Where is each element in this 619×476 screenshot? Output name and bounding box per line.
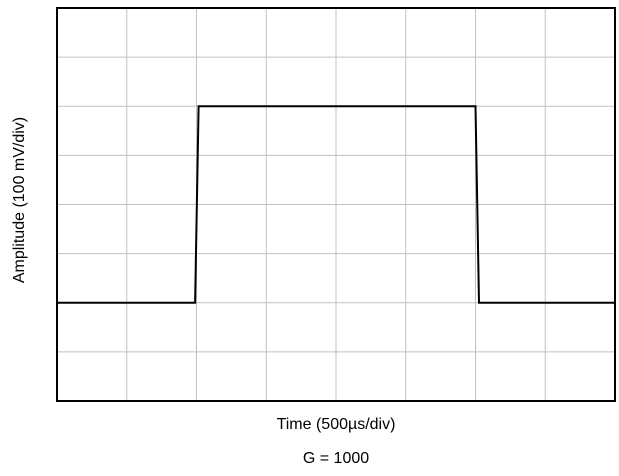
gain-annotation: G = 1000 [302,450,370,467]
grid-lines [57,8,615,401]
y-axis-label-container: Amplitude (100 mV/div) [0,0,40,400]
x-axis-label: Time (500µs/div) [276,416,396,433]
y-axis-label: Amplitude (100 mV/div) [11,116,28,284]
signal-trace [57,105,615,304]
plot-frame [56,7,616,402]
